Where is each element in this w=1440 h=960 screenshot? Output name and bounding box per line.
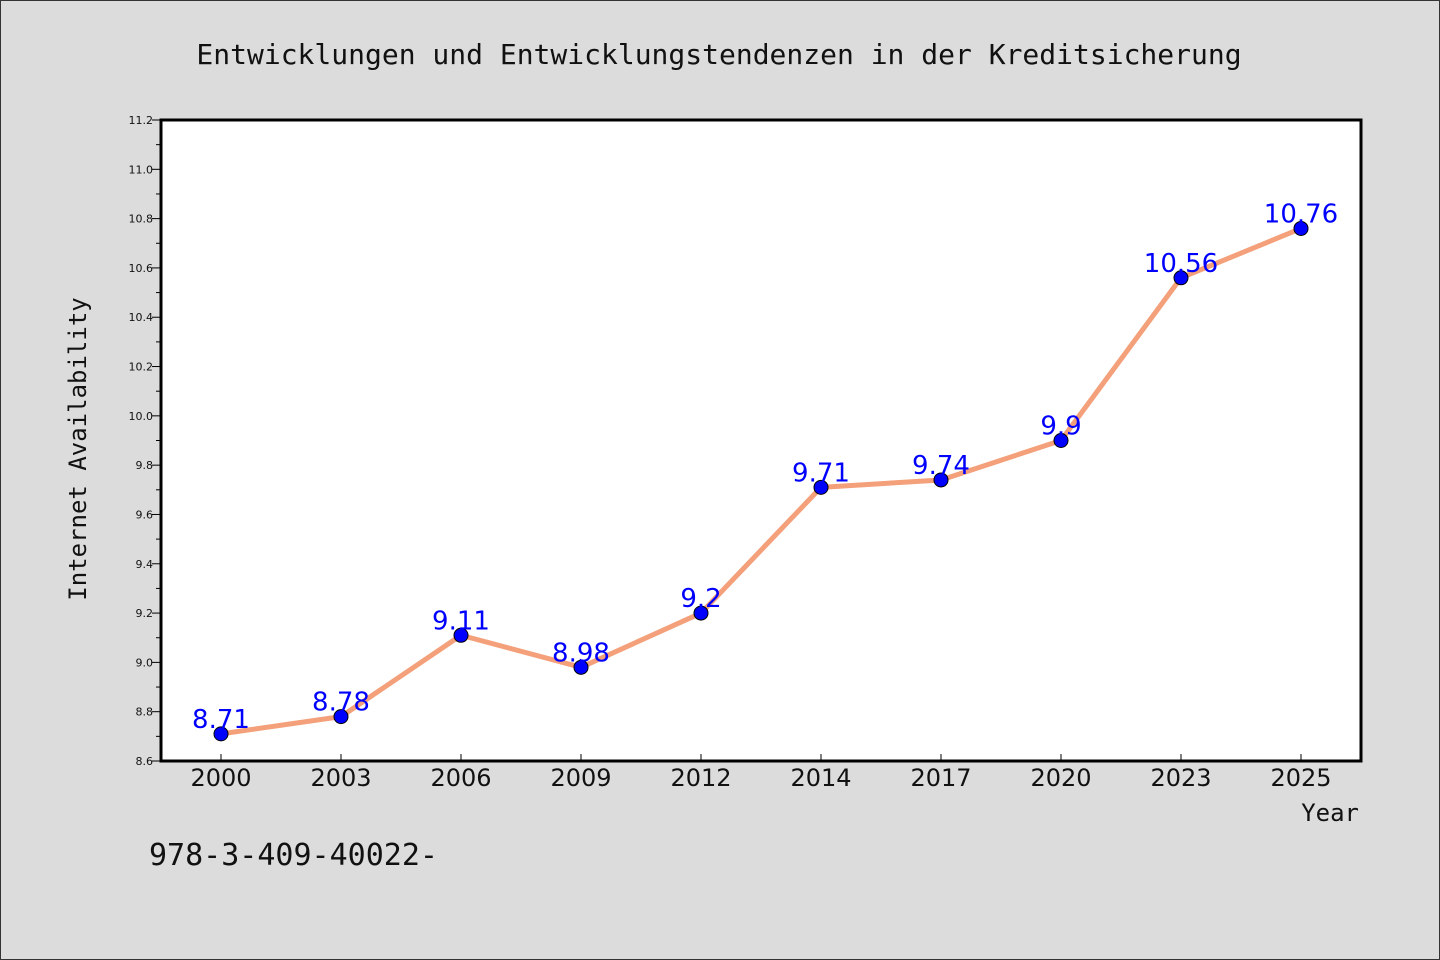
y-tick-label: 8.8 xyxy=(136,706,154,719)
data-label: 8.78 xyxy=(312,688,370,718)
y-tick-label: 9.0 xyxy=(136,656,154,669)
y-tick-label: 9.4 xyxy=(136,558,154,571)
data-point[interactable] xyxy=(1173,270,1189,286)
x-tick-label: 2003 xyxy=(310,764,371,792)
x-tick-label: 2023 xyxy=(1150,764,1211,792)
x-tick-label: 2017 xyxy=(910,764,971,792)
x-tick-label: 2025 xyxy=(1270,764,1331,792)
data-label: 9.9 xyxy=(1040,412,1081,442)
data-point[interactable] xyxy=(1053,433,1069,448)
series-group: 8.71 8.78 9.11 8.98 9.2 9.71 9.74 9.9 10.56 10.76 xyxy=(192,199,1338,742)
y-axis-label: Internet Availability xyxy=(64,297,92,600)
data-label: 9.74 xyxy=(912,451,970,481)
data-label: 9.2 xyxy=(680,584,721,614)
data-point[interactable] xyxy=(573,659,589,675)
y-tick-label: 10.2 xyxy=(129,361,154,374)
series-line xyxy=(218,225,1304,737)
data-point[interactable] xyxy=(933,472,949,488)
chart-title: Entwicklungen und Entwicklungstendenzen … xyxy=(196,38,1241,71)
data-label: 8.98 xyxy=(552,638,610,668)
y-tick-label: 10.6 xyxy=(129,262,154,275)
data-label: 10.76 xyxy=(1264,199,1338,229)
y-tick-label: 11.2 xyxy=(129,114,154,127)
x-tick-label: 2012 xyxy=(670,764,731,792)
data-point[interactable] xyxy=(693,605,709,621)
plot-area xyxy=(159,118,1363,763)
y-tick-label: 10.4 xyxy=(129,311,154,324)
y-tick-label: 9.6 xyxy=(136,508,154,521)
data-point[interactable] xyxy=(1293,220,1309,236)
data-point[interactable] xyxy=(213,726,229,742)
x-axis: 2000 2003 2006 2009 2012 2014 2017 2020 2023 2025 xyxy=(190,754,1332,792)
y-tick-label: 9.8 xyxy=(136,459,154,472)
data-point[interactable] xyxy=(813,479,829,495)
data-label: 8.71 xyxy=(192,705,250,735)
y-tick-label: 11.0 xyxy=(129,163,154,176)
data-point[interactable] xyxy=(333,709,349,725)
y-tick-label: 10.0 xyxy=(129,410,154,423)
footer-isbn-text: 978-3-409-40022- xyxy=(149,838,438,873)
y-axis: 8.6 8.8 9.0 9.2 9.4 9.6 9.8 10.0 10.2 10.4 10.6 10.… xyxy=(129,114,161,768)
data-label: 10.56 xyxy=(1144,249,1218,279)
x-tick-label: 2009 xyxy=(550,764,611,792)
y-tick-label: 8.6 xyxy=(136,755,154,768)
data-point[interactable] xyxy=(453,627,469,643)
x-tick-label: 2006 xyxy=(430,764,491,792)
y-tick-label: 9.2 xyxy=(136,607,154,620)
data-label: 9.11 xyxy=(432,606,490,636)
x-tick-label: 2014 xyxy=(790,764,851,792)
data-label: 9.71 xyxy=(792,458,850,488)
x-tick-label: 2020 xyxy=(1030,764,1091,792)
x-axis-label: Year xyxy=(1301,799,1359,827)
y-tick-label: 10.8 xyxy=(129,213,154,226)
x-tick-label: 2000 xyxy=(190,764,251,792)
